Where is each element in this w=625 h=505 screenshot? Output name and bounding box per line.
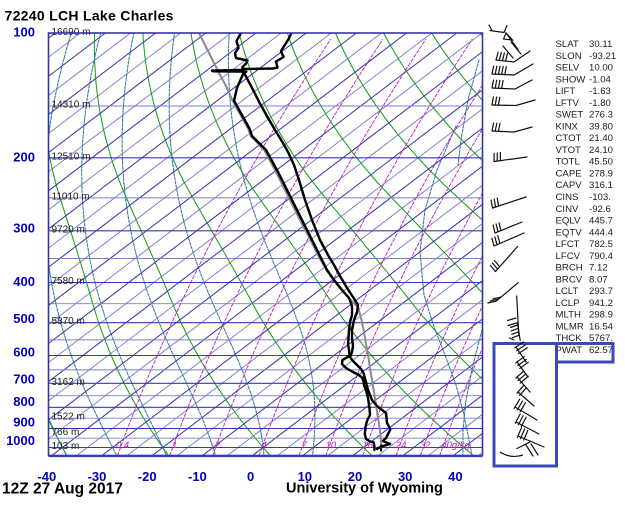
svg-text:45.50: 45.50 [589, 157, 613, 168]
svg-text:3162 m: 3162 m [52, 377, 85, 388]
svg-text:12510 m: 12510 m [52, 151, 91, 162]
svg-text:SLON: SLON [556, 51, 582, 62]
svg-text:LFCT: LFCT [556, 239, 580, 250]
svg-text:-20: -20 [138, 469, 157, 484]
svg-text:941.2: 941.2 [589, 298, 613, 309]
svg-text:800: 800 [13, 394, 35, 409]
svg-text:276.3: 276.3 [589, 110, 613, 121]
svg-text:-1.04: -1.04 [589, 74, 612, 85]
svg-text:PWAT: PWAT [556, 345, 583, 356]
svg-text:12Z 27 Aug 2017: 12Z 27 Aug 2017 [2, 481, 123, 498]
svg-text:University of Wyoming: University of Wyoming [286, 481, 443, 497]
svg-text:40: 40 [448, 469, 462, 484]
svg-text:600: 600 [13, 344, 35, 359]
svg-text:278.9: 278.9 [589, 169, 613, 180]
svg-text:CINS: CINS [556, 192, 579, 203]
svg-text:1: 1 [172, 440, 177, 451]
svg-text:7.12: 7.12 [589, 263, 608, 274]
svg-text:790.4: 790.4 [589, 251, 614, 262]
svg-text:CINV: CINV [556, 204, 580, 215]
svg-text:8.07: 8.07 [589, 274, 608, 285]
svg-text:24: 24 [395, 440, 407, 451]
svg-text:CAPV: CAPV [556, 180, 583, 191]
svg-text:7580 m: 7580 m [52, 276, 85, 287]
svg-text:SHOW: SHOW [556, 74, 587, 85]
svg-text:0: 0 [247, 469, 254, 484]
svg-text:500: 500 [13, 311, 35, 326]
svg-text:300: 300 [13, 220, 35, 235]
svg-text:7: 7 [301, 440, 307, 451]
svg-text:200: 200 [13, 149, 35, 164]
svg-text:103 m: 103 m [52, 441, 80, 452]
svg-text:TOTL: TOTL [556, 157, 581, 168]
svg-text:-92.6: -92.6 [589, 204, 611, 215]
svg-text:766 m: 766 m [52, 427, 80, 438]
svg-text:-103.: -103. [589, 192, 611, 203]
svg-text:10: 10 [326, 440, 337, 451]
svg-text:72240 LCH Lake Charles: 72240 LCH Lake Charles [5, 8, 174, 24]
svg-text:-1.80: -1.80 [589, 98, 611, 109]
svg-text:CAPE: CAPE [556, 169, 582, 180]
svg-text:39.80: 39.80 [589, 121, 613, 132]
svg-text:32: 32 [420, 440, 431, 451]
svg-text:BRCV: BRCV [556, 274, 583, 285]
svg-text:40g/kg: 40g/kg [441, 440, 470, 451]
svg-text:LCLP: LCLP [556, 298, 580, 309]
svg-text:5870 m: 5870 m [52, 316, 85, 327]
svg-text:9720 m: 9720 m [52, 224, 85, 235]
svg-text:24.10: 24.10 [589, 145, 613, 156]
svg-text:SWET: SWET [556, 110, 584, 121]
svg-text:445.7: 445.7 [589, 216, 613, 227]
svg-text:782.5: 782.5 [589, 239, 613, 250]
svg-text:LFCV: LFCV [556, 251, 581, 262]
svg-text:293.7: 293.7 [589, 286, 613, 297]
svg-text:EQLV: EQLV [556, 216, 581, 227]
svg-text:MLTH: MLTH [556, 310, 581, 321]
svg-text:400: 400 [13, 274, 35, 289]
svg-text:LFTV: LFTV [556, 98, 580, 109]
svg-text:VTOT: VTOT [556, 145, 582, 156]
svg-text:-93.21: -93.21 [589, 51, 616, 62]
svg-text:316.1: 316.1 [589, 180, 613, 191]
svg-text:2: 2 [214, 440, 221, 451]
svg-text:298.9: 298.9 [589, 310, 613, 321]
svg-text:LCLT: LCLT [556, 286, 579, 297]
svg-text:11010 m: 11010 m [52, 191, 90, 202]
svg-text:4: 4 [261, 440, 266, 451]
svg-text:CTOT: CTOT [556, 133, 582, 144]
svg-text:30.11: 30.11 [589, 39, 612, 50]
svg-text:700: 700 [13, 371, 35, 386]
svg-text:MLMR: MLMR [556, 322, 584, 333]
svg-text:900: 900 [13, 414, 35, 429]
svg-text:0.4: 0.4 [116, 440, 129, 451]
svg-text:10.00: 10.00 [589, 63, 613, 74]
svg-text:62.57: 62.57 [589, 345, 613, 356]
svg-text:-1.63: -1.63 [589, 86, 611, 97]
svg-text:21.40: 21.40 [589, 133, 613, 144]
svg-text:1000: 1000 [6, 433, 35, 448]
svg-text:SELV: SELV [556, 63, 580, 74]
svg-text:-10: -10 [188, 469, 207, 484]
svg-text:LIFT: LIFT [556, 86, 576, 97]
svg-text:16.54: 16.54 [589, 322, 614, 333]
svg-text:100: 100 [13, 25, 35, 40]
svg-text:EQTV: EQTV [556, 227, 583, 238]
svg-text:KINX: KINX [556, 121, 579, 132]
svg-text:1522 m: 1522 m [52, 412, 85, 423]
svg-text:14310 m: 14310 m [52, 100, 91, 111]
svg-text:BRCH: BRCH [556, 263, 583, 274]
svg-text:SLAT: SLAT [556, 39, 579, 50]
svg-text:444.4: 444.4 [589, 227, 614, 238]
